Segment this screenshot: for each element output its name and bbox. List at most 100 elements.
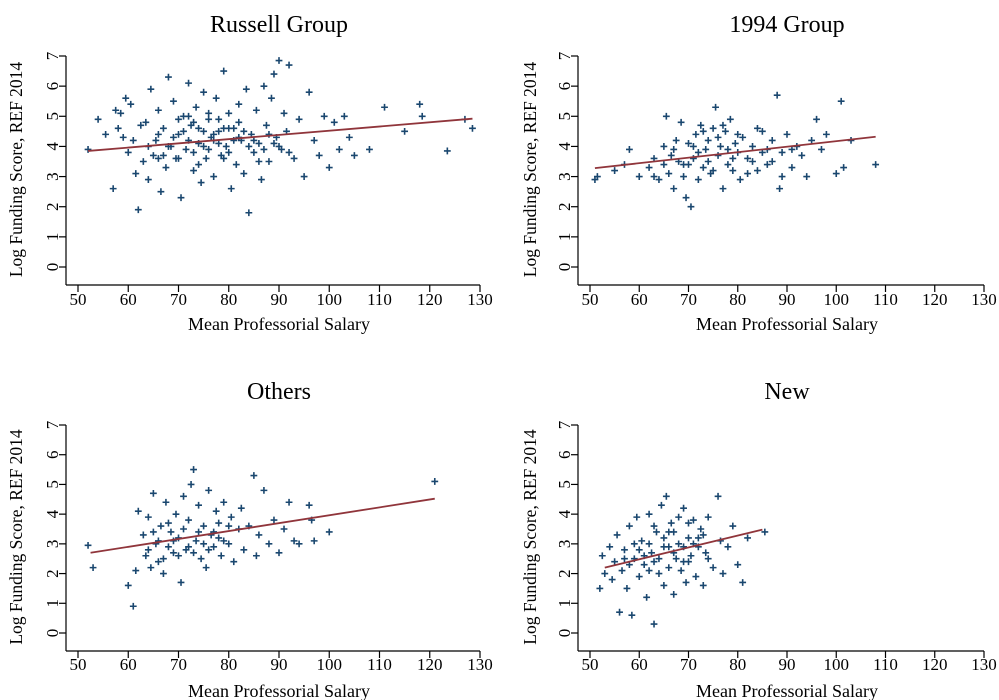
data-point — [734, 561, 742, 569]
data-point — [162, 498, 170, 506]
data-point — [416, 100, 424, 108]
data-point — [170, 549, 177, 557]
data-point — [295, 115, 303, 123]
data-point — [345, 133, 353, 141]
data-point — [129, 602, 137, 610]
y-tick-label: 1 — [555, 233, 574, 242]
x-tick-label: 60 — [631, 290, 648, 309]
data-point — [112, 106, 120, 114]
data-point — [263, 121, 270, 129]
data-point — [680, 173, 687, 180]
y-tick-label: 3 — [555, 172, 574, 181]
data-point — [225, 149, 233, 156]
data-point — [350, 152, 358, 159]
data-point — [170, 133, 177, 141]
data-point — [726, 115, 734, 123]
data-point — [139, 158, 147, 165]
data-point — [325, 528, 333, 536]
data-point — [230, 558, 238, 566]
data-point — [310, 537, 318, 545]
data-point — [687, 552, 695, 560]
data-point — [635, 573, 643, 580]
x-tick-label: 90 — [271, 290, 288, 309]
data-point — [717, 143, 724, 150]
data-point — [270, 70, 278, 78]
data-point — [215, 115, 223, 123]
data-point — [682, 194, 690, 202]
data-point — [704, 137, 712, 144]
data-point — [265, 540, 273, 548]
data-point — [729, 155, 737, 162]
data-point — [222, 143, 230, 150]
x-tick-label: 130 — [467, 655, 493, 674]
data-point — [690, 516, 697, 524]
data-point — [260, 486, 268, 494]
data-point — [788, 146, 796, 153]
fit-line — [594, 135, 876, 170]
y-tick-label: 0 — [43, 629, 62, 638]
data-point — [114, 124, 122, 132]
data-point — [630, 540, 638, 548]
data-point — [330, 118, 338, 126]
data-point — [139, 531, 147, 539]
data-point — [366, 146, 373, 153]
data-point — [225, 109, 233, 117]
data-point — [149, 152, 157, 159]
data-point — [593, 173, 601, 180]
data-point — [205, 546, 213, 554]
x-axis-label: Mean Professorial Salary — [188, 314, 370, 334]
data-point — [180, 127, 187, 135]
data-point — [210, 130, 218, 138]
scatter-points — [591, 91, 880, 211]
data-point — [692, 573, 700, 580]
scatter-points — [84, 466, 439, 610]
data-point — [225, 124, 233, 132]
data-point — [258, 176, 265, 183]
data-point — [709, 167, 717, 174]
data-point — [152, 137, 160, 144]
data-point — [340, 112, 348, 120]
data-point — [177, 579, 185, 586]
data-point — [694, 176, 702, 183]
chart-title: New — [764, 379, 810, 405]
data-point — [704, 158, 712, 165]
x-tick-label: 120 — [922, 655, 948, 674]
data-point — [165, 73, 172, 81]
data-point — [832, 170, 840, 177]
x-tick-label: 120 — [417, 655, 443, 674]
data-point — [754, 124, 761, 132]
data-point — [744, 155, 751, 162]
data-point — [240, 546, 248, 554]
x-tick-label: 130 — [971, 655, 997, 674]
data-point — [270, 140, 278, 147]
data-point — [134, 507, 142, 515]
data-point — [734, 130, 742, 138]
data-point — [205, 115, 213, 123]
fit-line — [87, 117, 473, 152]
data-point — [768, 137, 776, 144]
data-point — [245, 209, 253, 217]
y-tick-label: 5 — [555, 112, 574, 121]
scatter-points — [596, 492, 769, 628]
data-point — [778, 149, 786, 156]
data-point — [626, 522, 633, 530]
y-tick-label: 4 — [43, 142, 62, 151]
data-point — [694, 149, 702, 156]
y-axis-label: Log Funding Score, REF 2014 — [520, 429, 540, 645]
data-point — [660, 143, 668, 150]
data-point — [300, 173, 308, 180]
data-point — [818, 146, 825, 153]
data-point — [749, 158, 756, 165]
data-point — [157, 188, 165, 196]
chart-panel-0: Russell Group 50 60 70 80 90 100 110 120 130 0 1 2 3 4… — [6, 12, 493, 334]
data-point — [132, 567, 140, 574]
data-point — [662, 112, 670, 120]
data-point — [252, 552, 260, 560]
data-point — [220, 155, 228, 162]
data-point — [162, 164, 170, 171]
y-tick-label: 2 — [43, 202, 62, 211]
chart-panel-3: New 50 60 70 80 90 100 110 120 130 0 1 2 3 4 5 6 7 Mean Pr… — [520, 379, 997, 700]
y-tick-label: 1 — [43, 233, 62, 242]
data-point — [325, 164, 333, 171]
